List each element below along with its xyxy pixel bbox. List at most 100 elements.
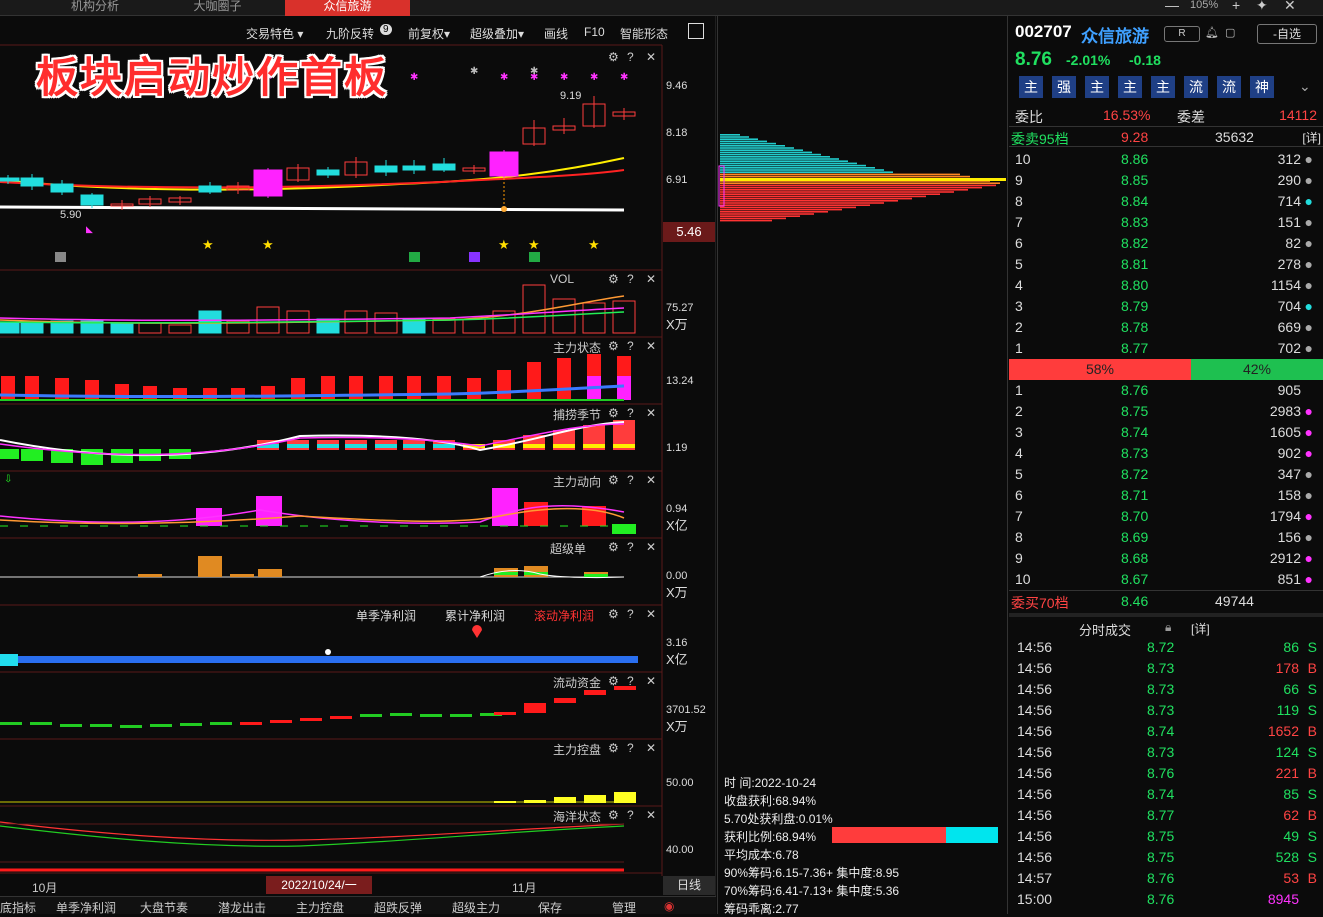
season-bar: [345, 444, 367, 448]
plus-icon[interactable]: +: [1232, 0, 1241, 13]
feature-tag[interactable]: 主: [1019, 76, 1043, 98]
bottom-tab[interactable]: 主力控盘: [296, 901, 345, 915]
help-icon[interactable]: ?: [627, 607, 634, 621]
legend-rolling-profit[interactable]: 滚动净利润: [534, 609, 595, 623]
feature-tag[interactable]: 主: [1118, 76, 1142, 98]
tb-draw-line[interactable]: 画线: [544, 27, 569, 41]
feature-tag[interactable]: 流: [1217, 76, 1241, 98]
chip-bar: [720, 189, 968, 191]
candle: [582, 103, 606, 127]
feature-tag[interactable]: 神: [1250, 76, 1274, 98]
axis-label: 0.00: [666, 570, 688, 582]
pin-icon[interactable]: ✦: [1256, 0, 1268, 13]
settings-icon[interactable]: ⚙: [608, 406, 619, 420]
settings-icon[interactable]: ⚙: [608, 339, 619, 353]
close-icon[interactable]: ✕: [646, 272, 657, 286]
watchlist-button[interactable]: -自选: [1257, 24, 1317, 44]
tab-daka[interactable]: 大咖圈子: [193, 0, 242, 13]
bell-icon[interactable]: 🔔︎: [1205, 27, 1219, 39]
settings-icon[interactable]: ⚙: [608, 607, 619, 621]
panel-title: 主力状态: [553, 341, 602, 355]
help-icon[interactable]: ?: [627, 406, 634, 420]
close-icon[interactable]: ✕: [646, 473, 657, 487]
axis-label: 8.18: [666, 127, 688, 139]
legend-cumulative-profit[interactable]: 累计净利润: [445, 609, 506, 623]
bid-volume: 905: [1277, 382, 1301, 398]
expand-icon[interactable]: ⌄: [1299, 78, 1311, 94]
kline-chart[interactable]: ★ ★ ★ ★ ★✱ ✱ ✱ ✱ ✱ ✱ ✱✱ ✱◣⇩: [0, 0, 716, 896]
bottom-tab[interactable]: 大盘节奏: [140, 901, 189, 915]
close-icon[interactable]: ✕: [646, 607, 657, 621]
settings-icon[interactable]: ⚙: [608, 50, 619, 64]
help-icon[interactable]: ?: [627, 473, 634, 487]
legend-quarter-profit[interactable]: 单季净利润: [356, 609, 417, 623]
close-icon[interactable]: ✕: [646, 339, 657, 353]
bottom-tab[interactable]: 单季净利润: [56, 901, 117, 915]
feature-tag[interactable]: 流: [1184, 76, 1208, 98]
dot-icon: ●: [1304, 340, 1313, 356]
bottom-tab[interactable]: 超跌反弹: [374, 901, 423, 915]
lock-icon[interactable]: 🔒︎: [1165, 620, 1172, 634]
help-icon[interactable]: ?: [627, 339, 634, 353]
weibi-value: 16.53%: [1103, 107, 1151, 123]
state-bar: [407, 376, 421, 400]
ticks-detail-link[interactable]: [详]: [1191, 622, 1210, 636]
settings-icon[interactable]: ⚙: [608, 272, 619, 286]
bottom-tab[interactable]: 保存: [538, 901, 563, 915]
season-bar: [317, 444, 339, 448]
chip-marker: [718, 165, 725, 207]
close-icon[interactable]: ✕: [646, 50, 657, 64]
note-icon[interactable]: ▢: [1225, 27, 1236, 39]
bottom-tab[interactable]: 管理: [612, 901, 637, 915]
help-icon[interactable]: ?: [627, 50, 634, 64]
feature-tag[interactable]: 主: [1151, 76, 1175, 98]
tick-side: S: [1307, 828, 1317, 844]
close-icon[interactable]: ✕: [646, 540, 657, 554]
dot-icon: ●: [1304, 487, 1313, 503]
r-badge[interactable]: R: [1164, 26, 1200, 42]
close-icon[interactable]: ✕: [646, 808, 657, 822]
minimize-icon[interactable]: —: [1165, 0, 1179, 13]
settings-icon[interactable]: ⚙: [608, 540, 619, 554]
tab-jigou[interactable]: 机构分析: [70, 0, 119, 13]
settings-icon[interactable]: ⚙: [608, 741, 619, 755]
tick-side: S: [1307, 639, 1317, 655]
tb-smart-pattern[interactable]: 智能形态: [620, 27, 669, 41]
settings-icon[interactable]: ⚙: [608, 808, 619, 822]
close-icon[interactable]: ✕: [646, 741, 657, 755]
close-icon[interactable]: ✕: [646, 406, 657, 420]
tb-adjust[interactable]: 前复权▾: [408, 27, 451, 41]
bottom-tab[interactable]: 潜龙出击: [218, 901, 267, 915]
bottom-tab[interactable]: 底指标: [0, 901, 37, 915]
help-icon[interactable]: ?: [627, 674, 634, 688]
tb-nine-reversal[interactable]: 九阶反转: [326, 27, 375, 41]
tb-trade-feature[interactable]: 交易特色 ▾: [246, 27, 304, 41]
help-icon[interactable]: ?: [627, 540, 634, 554]
feature-tag[interactable]: 主: [1085, 76, 1109, 98]
settings-icon[interactable]: ⚙: [608, 473, 619, 487]
panel-toggle-icon[interactable]: [688, 23, 704, 39]
tb-f10[interactable]: F10: [584, 25, 605, 39]
help-icon[interactable]: ?: [627, 808, 634, 822]
state-bar: [617, 376, 631, 400]
bid-level: 3: [1015, 424, 1023, 440]
stock-name[interactable]: 众信旅游: [1081, 27, 1149, 46]
control-bar: [494, 801, 516, 803]
tb-overlay[interactable]: 超级叠加▾: [470, 27, 525, 41]
candle: [316, 169, 340, 176]
settings-icon[interactable]: ⚙: [608, 674, 619, 688]
axis-label: X万: [666, 719, 688, 734]
feature-tag[interactable]: 强: [1052, 76, 1076, 98]
close-window-icon[interactable]: ✕: [1284, 0, 1296, 13]
help-icon[interactable]: ?: [627, 741, 634, 755]
more-icon[interactable]: ◉: [664, 899, 675, 913]
top-tab-bar: 机构分析 大咖圈子 众信旅游 — 105% + ✦ ✕: [0, 0, 1323, 16]
close-icon[interactable]: ✕: [646, 674, 657, 688]
help-icon[interactable]: ?: [627, 272, 634, 286]
bottom-tab[interactable]: 超级主力: [452, 901, 501, 915]
tab-stock[interactable]: 众信旅游: [285, 0, 410, 16]
candle: [226, 185, 250, 191]
weicha-label: 委差: [1177, 109, 1205, 125]
dot-icon: ●: [1304, 445, 1313, 461]
period-button[interactable]: 日线: [663, 876, 715, 895]
